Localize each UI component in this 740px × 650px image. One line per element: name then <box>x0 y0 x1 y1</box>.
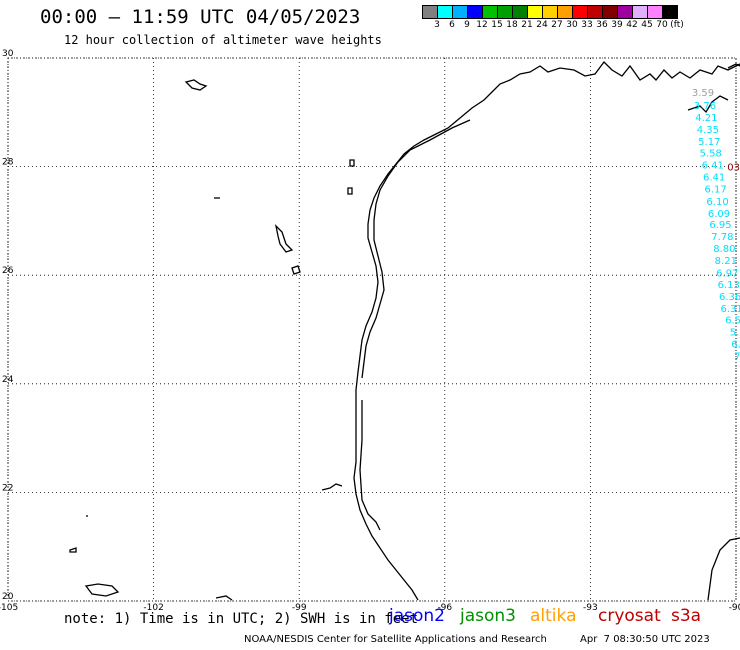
color-bar-label: 18 <box>506 20 518 30</box>
color-bar-label: 30 <box>566 20 578 30</box>
color-bar-label: 6 <box>449 20 455 30</box>
lon-label: -93 <box>583 603 598 613</box>
lat-label: 24 <box>2 375 14 385</box>
wave-height-label: 5.58 <box>700 148 722 159</box>
color-bar-label: 42 <box>626 20 638 30</box>
wave-height-label: 7 <box>734 352 740 363</box>
wave-height-label: 5. <box>730 328 740 339</box>
wave-height-label: 7.78 <box>711 232 733 243</box>
wave-height-label: 6.36 <box>719 292 740 303</box>
color-bar-label: (ft) <box>670 20 684 30</box>
satellite-label-jason2: jason2 <box>389 606 445 626</box>
wave-height-label: 6.97 <box>716 268 738 279</box>
mainland-coastline <box>353 61 740 601</box>
color-bar-label: 12 <box>476 20 488 30</box>
wave-height-label: 4.21 <box>695 113 717 124</box>
wave-height-color-bar <box>422 5 678 19</box>
laguna-madre <box>359 400 381 531</box>
barrier-islands <box>361 119 471 379</box>
color-bar-label: 9 <box>464 20 470 30</box>
color-bar-label: 33 <box>581 20 593 30</box>
lon-label: -90 <box>729 603 740 613</box>
page-subtitle: 12 hour collection of altimeter wave hei… <box>64 33 382 47</box>
lat-label: 20 <box>2 592 14 602</box>
color-bar-label: 24 <box>536 20 548 30</box>
credit-timestamp: Apr 7 08:30:50 UTC 2023 <box>580 634 710 645</box>
color-bar-label: 3 <box>434 20 440 30</box>
footer-note: note: 1) Time is in UTC; 2) SWH is in fe… <box>64 611 419 627</box>
color-bar-label: 27 <box>551 20 563 30</box>
wave-height-label: 6.10 <box>706 197 728 208</box>
wave-height-label: 6.31 <box>720 304 740 315</box>
credit-line: NOAA/NESDIS Center for Satellite Applica… <box>244 634 547 645</box>
wave-height-label: 6.41 <box>703 172 725 183</box>
color-swatch <box>662 5 678 19</box>
wave-height-label: 6.5 <box>725 316 740 327</box>
lon-label: -99 <box>292 603 307 613</box>
wave-height-label: 5.17 <box>698 137 720 148</box>
lon-label: -105 <box>0 603 18 613</box>
wave-height-label: 6.41 <box>702 160 724 171</box>
color-bar-label: 45 <box>641 20 653 30</box>
satellite-label-altika: altika <box>530 606 577 626</box>
wave-height-label: 3.59 <box>692 88 714 99</box>
lat-label: 22 <box>2 483 13 493</box>
satellite-label-jason3: jason3 <box>460 606 516 626</box>
satellite-label-s3a: s3a <box>671 606 702 626</box>
wave-height-label: 6. <box>731 340 740 351</box>
yucatan-coast <box>707 537 740 601</box>
coastline <box>69 61 740 601</box>
wave-height-label: 6.13 <box>718 280 740 291</box>
wave-height-label: 4.35 <box>697 125 719 136</box>
lat-label: 26 <box>2 266 14 276</box>
color-bar-label: 15 <box>491 20 503 30</box>
lon-label: -102 <box>143 603 163 613</box>
color-bar-label: 39 <box>611 20 623 30</box>
page-title: 00:00 – 11:59 UTC 04/05/2023 <box>40 6 361 28</box>
wave-height-label: 6.95 <box>709 220 731 231</box>
wave-height-label: 6.17 <box>704 184 726 195</box>
wave-height-label: 3.76 <box>694 101 716 112</box>
wave-height-label: 6.09 <box>708 209 730 220</box>
satellite-label-cryosat: cryosat <box>598 606 661 626</box>
wave-height-label: 8.80 <box>713 244 735 255</box>
wave-height-label: 8.21 <box>715 256 737 267</box>
color-bar-label: 36 <box>596 20 608 30</box>
wave-height-label: 03 <box>727 163 740 174</box>
map-grid: 302826242220-105-102-99-96-93-90 <box>0 49 740 613</box>
lat-label: 30 <box>2 49 14 59</box>
color-bar-label: 21 <box>521 20 533 30</box>
color-bar-label: 70 <box>656 20 668 30</box>
lon-label: -96 <box>437 603 452 613</box>
map-frame <box>7 57 737 602</box>
